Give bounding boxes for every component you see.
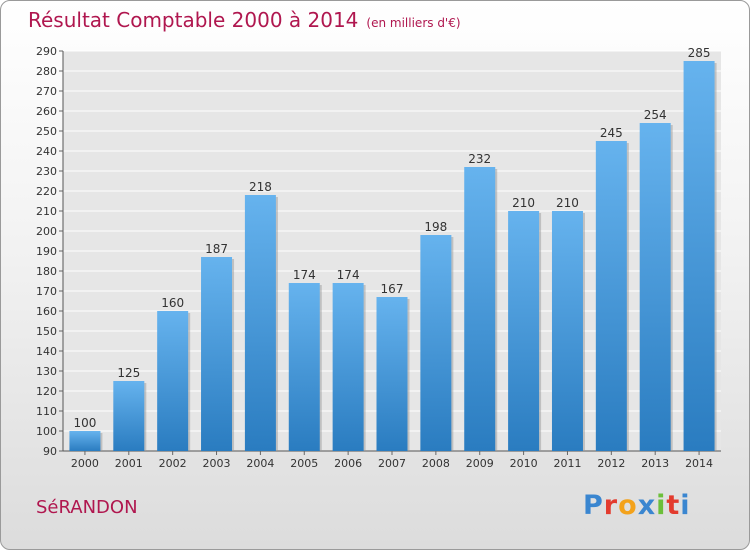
x-tick-label: 2013: [641, 457, 669, 470]
x-tick-label: 2009: [466, 457, 494, 470]
y-tick-label: 170: [36, 285, 57, 298]
bar-2003: [201, 257, 233, 451]
x-tick-label: 2003: [203, 457, 231, 470]
proxiti-logo: Proxiti: [583, 490, 691, 521]
bar-2005: [288, 283, 320, 451]
bar-2014: [683, 61, 715, 451]
y-tick-label: 220: [36, 185, 57, 198]
y-tick-label: 130: [36, 365, 57, 378]
bar-2012: [595, 141, 627, 451]
y-tick-label: 190: [36, 245, 57, 258]
bar-2001: [113, 381, 145, 451]
y-tick-label: 200: [36, 225, 57, 238]
bar-2010: [508, 211, 540, 451]
data-label: 160: [161, 296, 184, 310]
data-label: 167: [381, 282, 404, 296]
chart-title: Résultat Comptable 2000 à 2014 (en millie…: [28, 8, 461, 32]
y-tick-label: 110: [36, 405, 57, 418]
logo-letter: o: [618, 490, 638, 521]
y-tick-label: 260: [36, 105, 57, 118]
bar-2013: [639, 123, 671, 451]
x-tick-label: 2002: [159, 457, 187, 470]
data-label: 125: [117, 366, 140, 380]
y-tick-label: 240: [36, 145, 57, 158]
data-label: 285: [688, 46, 711, 60]
data-label: 232: [468, 152, 491, 166]
logo-letter: i: [680, 490, 691, 521]
y-tick-label: 120: [36, 385, 57, 398]
y-tick-label: 290: [36, 45, 57, 58]
x-tick-label: 2012: [597, 457, 625, 470]
y-tick-label: 160: [36, 305, 57, 318]
bar-2007: [376, 297, 408, 451]
bar-2004: [244, 195, 276, 451]
x-tick-label: 2007: [378, 457, 406, 470]
x-tick-label: 2004: [246, 457, 274, 470]
data-label: 174: [337, 268, 360, 282]
bar-2002: [157, 311, 189, 451]
y-tick-label: 210: [36, 205, 57, 218]
x-tick-label: 2014: [685, 457, 713, 470]
x-tick-label: 2008: [422, 457, 450, 470]
chart-title-text: Résultat Comptable 2000 à 2014: [28, 8, 359, 32]
data-label: 198: [424, 220, 447, 234]
bar-2011: [551, 211, 583, 451]
y-tick-label: 180: [36, 265, 57, 278]
data-label: 100: [73, 416, 96, 430]
bar-2000: [69, 431, 101, 451]
y-tick-label: 250: [36, 125, 57, 138]
bar-2006: [332, 283, 364, 451]
y-tick-label: 140: [36, 345, 57, 358]
logo-letter: t: [666, 490, 681, 521]
x-tick-label: 2011: [553, 457, 581, 470]
data-label: 187: [205, 242, 228, 256]
x-tick-label: 2006: [334, 457, 362, 470]
commune-name: SéRANDON: [36, 497, 138, 518]
x-tick-label: 2010: [510, 457, 538, 470]
data-label: 218: [249, 180, 272, 194]
x-tick-label: 2001: [115, 457, 143, 470]
logo-letter: P: [583, 490, 604, 521]
data-label: 210: [556, 196, 579, 210]
x-tick-label: 2000: [71, 457, 99, 470]
y-tick-label: 150: [36, 325, 57, 338]
data-label: 174: [293, 268, 316, 282]
data-label: 254: [644, 108, 667, 122]
y-tick-label: 280: [36, 65, 57, 78]
logo-letter: x: [637, 490, 657, 521]
data-label: 210: [512, 196, 535, 210]
logo-letter: r: [603, 490, 619, 521]
logo-letter: i: [656, 490, 667, 521]
y-tick-label: 270: [36, 85, 57, 98]
data-label: 245: [600, 126, 623, 140]
x-tick-label: 2005: [290, 457, 318, 470]
y-tick-label: 90: [43, 445, 57, 458]
y-tick-label: 230: [36, 165, 57, 178]
y-tick-label: 100: [36, 425, 57, 438]
bar-2009: [464, 167, 496, 451]
bar-2008: [420, 235, 452, 451]
chart-subtitle: (en milliers d'€): [366, 16, 461, 30]
